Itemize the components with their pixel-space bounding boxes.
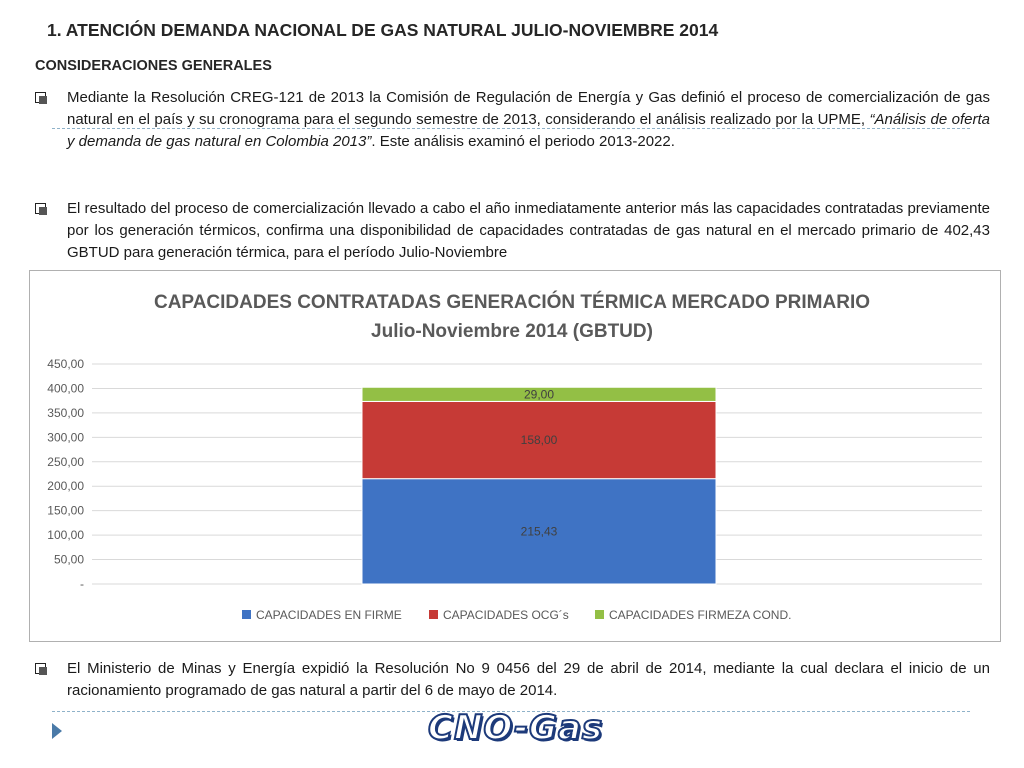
y-tick-label: 150,00 [47,504,84,518]
bar-segment [361,478,717,585]
y-tick-label: 250,00 [47,455,84,469]
data-label: 158,00 [521,433,558,447]
y-tick-label: 400,00 [47,381,84,395]
y-tick-label: 300,00 [47,430,84,444]
bullet-text: Mediante la Resolución CREG-121 de 2013 … [67,89,990,150]
bullet-text: El Ministerio de Minas y Energía expidió… [67,660,990,699]
chart-title: CAPACIDADES CONTRATADAS GENERACIÓN TÉRMI… [154,291,870,313]
legend-swatch [242,610,251,619]
next-arrow-icon[interactable] [52,723,62,739]
y-tick-label: 350,00 [47,406,84,420]
legend-label: CAPACIDADES EN FIRME [256,608,402,622]
y-tick-label: 50,00 [54,553,84,567]
data-label: 215,43 [521,524,558,538]
y-tick-label: 450,00 [47,357,84,371]
chart-subtitle: Julio-Noviembre 2014 (GBTUD) [371,321,653,342]
footer-divider [52,711,970,712]
bar-segment [361,400,717,480]
chart-container: - 50,00 100,00 150,00 200,00 250,00 300,00 350,… [29,270,1001,642]
stacked-bar-chart: - 50,00 100,00 150,00 200,00 250,00 300,00 350,… [47,291,982,622]
section-heading: CONSIDERACIONES GENERALES [35,58,272,74]
bullet-commercialization-result: El resultado del proceso de comercializa… [35,198,990,264]
y-tick-label: - [80,577,84,591]
bullet-ministry-resolution: El Ministerio de Minas y Energía expidió… [35,658,990,702]
checkbox-bullet-icon [35,92,47,104]
bullet-creg-resolution: Mediante la Resolución CREG-121 de 2013 … [35,87,990,153]
checkbox-bullet-icon [35,663,47,675]
legend-label: CAPACIDADES OCG´s [443,608,569,622]
y-tick-label: 200,00 [47,479,84,493]
bar-segment [361,386,717,402]
legend-swatch [429,610,438,619]
data-label: 29,00 [524,387,554,401]
y-tick-label: 100,00 [47,528,84,542]
bullet-text: El resultado del proceso de comercializa… [67,200,990,261]
checkbox-bullet-icon [35,203,47,215]
slide-title: 1. ATENCIÓN DEMANDA NACIONAL DE GAS NATU… [47,20,719,40]
header-divider [52,128,970,129]
legend-label: CAPACIDADES FIRMEZA COND. [609,608,791,622]
legend-swatch [595,610,604,619]
cno-gas-logo: CNO-Gas [427,707,604,749]
